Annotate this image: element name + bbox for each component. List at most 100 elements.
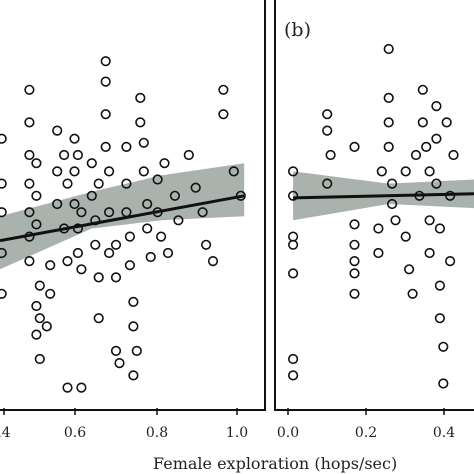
data-point bbox=[76, 207, 87, 218]
data-point bbox=[325, 149, 336, 161]
data-point bbox=[404, 264, 415, 275]
trend-line bbox=[0, 194, 245, 243]
panel-a-frame bbox=[0, 0, 266, 411]
data-point bbox=[207, 256, 219, 267]
data-point bbox=[417, 84, 428, 95]
data-point bbox=[69, 166, 80, 177]
data-point bbox=[434, 280, 446, 291]
data-point bbox=[349, 288, 360, 299]
data-point bbox=[128, 296, 139, 308]
data-point bbox=[169, 190, 180, 201]
panel-b-label: (b) bbox=[284, 19, 311, 41]
data-point bbox=[128, 370, 139, 381]
data-point bbox=[114, 358, 125, 369]
data-point bbox=[373, 247, 384, 259]
data-point bbox=[138, 137, 149, 148]
data-point bbox=[288, 370, 299, 381]
data-point bbox=[24, 207, 35, 218]
data-point bbox=[387, 198, 398, 210]
data-point bbox=[100, 141, 111, 152]
x-tick-label: 0.0 bbox=[277, 425, 299, 441]
data-point bbox=[34, 353, 45, 365]
data-point bbox=[100, 76, 111, 87]
data-point bbox=[434, 223, 446, 234]
data-point bbox=[100, 56, 111, 67]
panel-a-x-ticks: .4 0.6 0.8 1.0 bbox=[0, 408, 248, 441]
data-point bbox=[159, 158, 170, 169]
data-point bbox=[34, 280, 45, 291]
data-point bbox=[76, 264, 87, 275]
data-point bbox=[322, 178, 333, 189]
data-point bbox=[135, 92, 146, 103]
data-point bbox=[288, 166, 299, 177]
data-point bbox=[400, 166, 411, 177]
data-point bbox=[349, 141, 360, 152]
data-point bbox=[52, 166, 63, 177]
data-point bbox=[349, 219, 360, 230]
data-point bbox=[201, 239, 212, 250]
confidence-band bbox=[0, 163, 245, 270]
data-point bbox=[190, 182, 201, 193]
data-point bbox=[383, 141, 394, 152]
data-point bbox=[383, 117, 394, 128]
data-point bbox=[142, 198, 153, 210]
data-point bbox=[431, 133, 442, 144]
data-point bbox=[52, 198, 63, 210]
data-point bbox=[156, 231, 167, 242]
data-point bbox=[387, 178, 398, 189]
data-point bbox=[0, 133, 7, 144]
data-point bbox=[24, 149, 35, 161]
x-tick-label: .4 bbox=[0, 425, 11, 441]
data-point bbox=[349, 268, 360, 279]
data-point bbox=[228, 166, 239, 177]
data-point bbox=[373, 223, 384, 234]
data-point bbox=[417, 117, 428, 128]
data-point bbox=[322, 109, 333, 120]
data-point bbox=[103, 166, 115, 177]
data-point bbox=[197, 207, 208, 218]
data-point bbox=[90, 239, 101, 250]
data-point bbox=[31, 329, 42, 340]
data-point bbox=[76, 382, 87, 393]
data-point bbox=[72, 149, 83, 161]
data-point bbox=[424, 247, 435, 259]
panel-b-plot-area bbox=[288, 43, 474, 389]
data-point bbox=[376, 166, 387, 177]
data-point bbox=[288, 231, 299, 242]
data-point bbox=[124, 260, 135, 271]
data-point bbox=[421, 141, 432, 152]
data-point bbox=[288, 353, 299, 365]
data-point bbox=[288, 268, 299, 279]
data-point bbox=[110, 345, 122, 357]
panel-b: (b) 0.0 0.2 0.4 bbox=[274, 0, 474, 441]
data-point bbox=[218, 109, 229, 120]
data-point bbox=[93, 178, 104, 189]
data-point bbox=[441, 117, 452, 128]
panel-b-frame bbox=[274, 0, 474, 411]
x-tick-label: 1.0 bbox=[226, 425, 248, 441]
data-point bbox=[0, 207, 7, 218]
data-point bbox=[128, 321, 139, 332]
data-point bbox=[383, 43, 394, 55]
data-point bbox=[0, 178, 7, 189]
data-point bbox=[383, 92, 394, 103]
data-point bbox=[152, 174, 163, 185]
data-point bbox=[124, 231, 135, 242]
data-point bbox=[438, 341, 449, 352]
data-point bbox=[288, 190, 299, 201]
data-point bbox=[407, 288, 418, 299]
panel-a: .4 0.6 0.8 1.0 bbox=[0, 0, 266, 441]
data-point bbox=[24, 84, 35, 95]
data-point bbox=[110, 239, 122, 250]
data-point bbox=[131, 345, 142, 357]
data-point bbox=[183, 149, 194, 161]
trend-line bbox=[293, 192, 474, 200]
data-point bbox=[431, 178, 442, 189]
data-point bbox=[93, 272, 104, 283]
panel-b-x-ticks: 0.0 0.2 0.4 bbox=[277, 408, 455, 441]
data-point bbox=[52, 125, 63, 136]
data-point bbox=[93, 313, 104, 324]
data-point bbox=[138, 166, 149, 177]
data-point bbox=[410, 149, 422, 161]
